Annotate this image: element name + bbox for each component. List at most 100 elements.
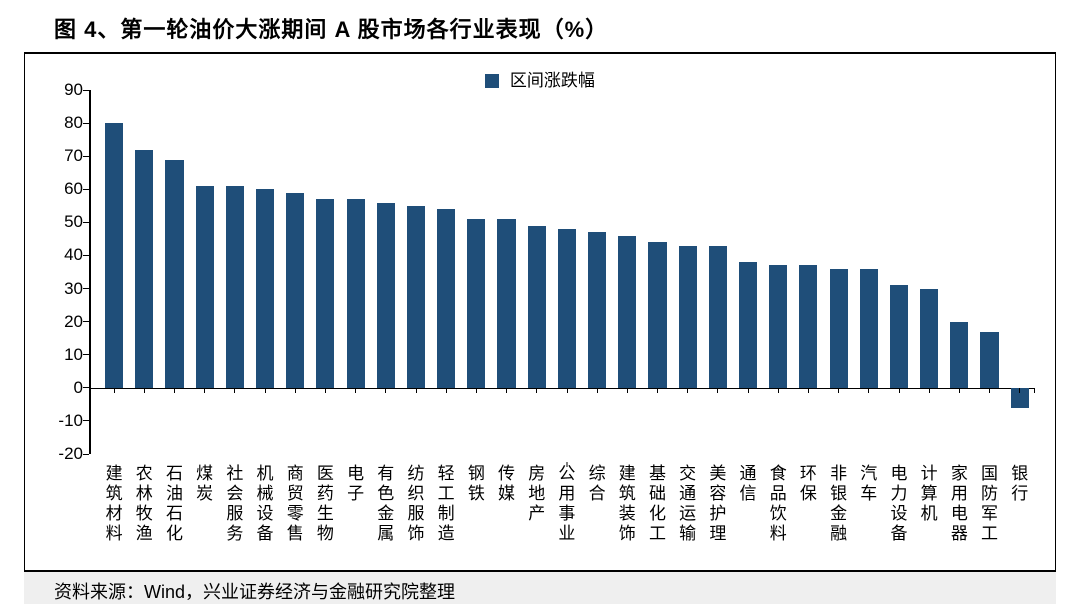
bar-slot <box>582 90 612 454</box>
y-tick-label: 30 <box>33 279 83 299</box>
bar-slot <box>159 90 189 454</box>
y-axis-line <box>89 90 91 454</box>
y-tick-mark <box>83 387 89 388</box>
bar <box>316 199 334 388</box>
bar-slot <box>491 90 521 454</box>
title-row: 图 4、第一轮油价大涨期间 A 股市场各行业表现（%） <box>24 12 1056 54</box>
x-label-slot: 家用电器 <box>944 462 974 562</box>
x-tick-on-zero <box>325 388 326 393</box>
bar <box>347 199 365 388</box>
x-tick-on-zero <box>838 388 839 393</box>
bar-slot <box>431 90 461 454</box>
figure-container: 图 4、第一轮油价大涨期间 A 股市场各行业表现（%） 区间涨跌幅 -20-10… <box>0 0 1080 614</box>
x-category-label: 社会服务 <box>226 462 243 544</box>
bar-slot <box>99 90 129 454</box>
x-label-slot: 石油石化 <box>159 462 189 562</box>
x-label-slot: 建筑材料 <box>99 462 129 562</box>
bar <box>497 219 515 388</box>
y-tick-label: -20 <box>33 444 83 464</box>
bar <box>950 322 968 388</box>
x-tick-on-zero <box>114 388 115 393</box>
x-tick-on-zero <box>808 388 809 393</box>
y-tick-mark <box>83 90 89 91</box>
bar <box>709 246 727 388</box>
bar <box>558 229 576 388</box>
bar-slot <box>914 90 944 454</box>
bar-slot <box>129 90 159 454</box>
x-tick-on-zero <box>1034 388 1035 393</box>
x-label-slot: 钢铁 <box>461 462 491 562</box>
x-label-slot: 机械设备 <box>250 462 280 562</box>
bar-slot <box>703 90 733 454</box>
x-category-label: 煤炭 <box>196 462 213 504</box>
bar-slot <box>401 90 431 454</box>
y-tick-mark <box>83 123 89 124</box>
bar <box>980 332 998 388</box>
bar-slot <box>673 90 703 454</box>
bar-slot <box>190 90 220 454</box>
y-tick-mark <box>83 420 89 421</box>
y-tick-label: 10 <box>33 345 83 365</box>
x-category-label: 机械设备 <box>257 462 274 544</box>
x-tick-on-zero <box>265 388 266 393</box>
plot-outer: 区间涨跌幅 -20-100102030405060708090 建筑材料农林牧渔… <box>33 66 1047 562</box>
bar <box>618 236 636 388</box>
x-category-label: 公用事业 <box>558 462 575 544</box>
bar-slot <box>341 90 371 454</box>
x-tick-on-zero <box>174 388 175 393</box>
plot-inner: -20-100102030405060708090 建筑材料农林牧渔石油石化煤炭… <box>99 90 1035 562</box>
x-category-label: 房地产 <box>528 462 545 524</box>
y-tick-label: -10 <box>33 411 83 431</box>
x-tick-on-zero <box>1019 388 1020 393</box>
x-label-slot: 非银金融 <box>824 462 854 562</box>
y-tick-label: 0 <box>33 378 83 398</box>
y-tick-label: 20 <box>33 312 83 332</box>
y-tick-label: 50 <box>33 212 83 232</box>
x-tick-on-zero <box>416 388 417 393</box>
bar-slot <box>552 90 582 454</box>
x-label-slot: 银行 <box>1005 462 1035 562</box>
x-tick-on-zero <box>506 388 507 393</box>
x-category-label: 纺织服饰 <box>407 462 424 544</box>
x-axis-labels: 建筑材料农林牧渔石油石化煤炭社会服务机械设备商贸零售医药生物电子有色金属纺织服饰… <box>99 462 1035 562</box>
bar <box>105 123 123 388</box>
bar-slot <box>371 90 401 454</box>
x-tick-on-zero <box>355 388 356 393</box>
bar <box>226 186 244 388</box>
x-tick-on-zero <box>567 388 568 393</box>
bar <box>830 269 848 388</box>
x-category-label: 钢铁 <box>468 462 485 504</box>
chart-frame: 区间涨跌幅 -20-100102030405060708090 建筑材料农林牧渔… <box>24 54 1056 570</box>
bar-slot <box>280 90 310 454</box>
x-category-label: 家用电器 <box>951 462 968 544</box>
x-tick-on-zero <box>899 388 900 393</box>
y-tick-mark <box>83 222 89 223</box>
y-tick-mark <box>83 255 89 256</box>
source-text: 资料来源：Wind，兴业证券经济与金融研究院整理 <box>54 582 455 602</box>
bar-slot <box>1005 90 1035 454</box>
bar <box>437 209 455 388</box>
y-tick-label: 40 <box>33 245 83 265</box>
x-tick-on-zero <box>748 388 749 393</box>
bar <box>860 269 878 388</box>
x-category-label: 农林牧渔 <box>136 462 153 544</box>
bar-slot <box>944 90 974 454</box>
y-tick-mark <box>83 354 89 355</box>
x-label-slot: 社会服务 <box>220 462 250 562</box>
x-category-label: 汽车 <box>860 462 877 504</box>
x-tick-on-zero <box>476 388 477 393</box>
x-tick-on-zero <box>868 388 869 393</box>
x-tick-on-zero <box>144 388 145 393</box>
x-label-slot: 环保 <box>793 462 823 562</box>
chart-title: 图 4、第一轮油价大涨期间 A 股市场各行业表现（%） <box>54 17 608 42</box>
x-category-label: 电力设备 <box>890 462 907 544</box>
x-label-slot: 传媒 <box>491 462 521 562</box>
bar-slot <box>733 90 763 454</box>
x-label-slot: 汽车 <box>854 462 884 562</box>
bars-container <box>99 90 1035 454</box>
y-tick-mark <box>83 189 89 190</box>
y-tick-label: 70 <box>33 146 83 166</box>
bar <box>890 285 908 388</box>
bar <box>377 203 395 388</box>
x-category-label: 商贸零售 <box>287 462 304 544</box>
